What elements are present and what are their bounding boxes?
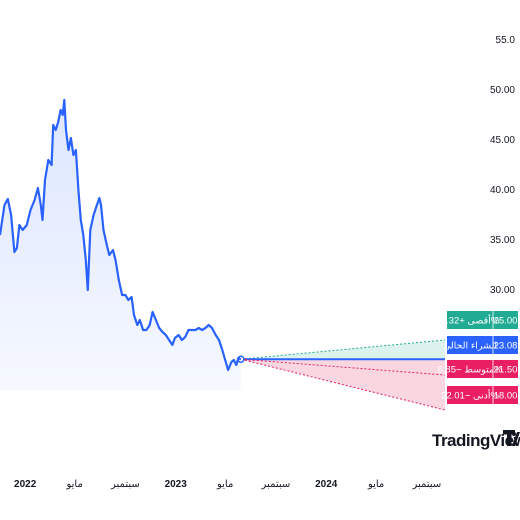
forecast-upside-area bbox=[240, 340, 445, 360]
forecast-tag-value-bg bbox=[493, 336, 518, 354]
forecast-tag-label: متوسط −6.85% bbox=[438, 365, 504, 376]
y-tick-label: 45.00 bbox=[490, 135, 515, 146]
forecast-tag-value-bg bbox=[493, 311, 518, 329]
y-tick-label: 55.0 bbox=[496, 35, 516, 46]
price-area bbox=[0, 100, 241, 390]
forecast-tag-value-bg bbox=[493, 360, 518, 378]
tradingview-logo-text: TradingView bbox=[432, 431, 520, 450]
x-tick-label: 2022 bbox=[14, 479, 37, 490]
forecast-tag-value-bg bbox=[493, 386, 518, 404]
forecast-tag-label: الشراء الحالي bbox=[443, 341, 497, 352]
forecast-tag-label: أقصى +8.32% bbox=[441, 314, 500, 327]
price-line bbox=[0, 98, 242, 372]
forecast-tag-value: 23.08 bbox=[494, 341, 518, 352]
forecast-tag: متوسط −6.85%21.50 bbox=[438, 360, 518, 378]
y-tick-label: 35.00 bbox=[490, 235, 515, 246]
y-axis: 55.0 50.00 45.00 40.00 35.00 30.00 bbox=[490, 35, 515, 296]
forecast-fan-layer bbox=[237, 339, 446, 411]
x-axis: 2022 مايو سبتمبر 2023 مايو سبتمبر 2024 مايو سبتم… bbox=[14, 479, 441, 490]
y-tick-label: 50.00 bbox=[490, 85, 515, 96]
x-tick-label: مايو bbox=[367, 479, 384, 490]
forecast-tag-label-bg bbox=[447, 336, 493, 354]
y-tick-label: 30.00 bbox=[490, 285, 515, 296]
x-tick-label: 2023 bbox=[165, 479, 188, 490]
price-line-layer bbox=[0, 98, 242, 372]
x-tick-label: سبتمبر bbox=[110, 479, 140, 490]
forecast-tag-label: أدنى −22.01% bbox=[441, 389, 499, 402]
y-tick-label: 40.00 bbox=[490, 185, 515, 196]
forecast-tag: أقصى +8.32%25.00 bbox=[441, 311, 518, 329]
forecast-tag-value: 21.50 bbox=[494, 365, 518, 376]
x-tick-label: سبتمبر bbox=[411, 479, 441, 490]
x-tick-label: سبتمبر bbox=[261, 479, 291, 490]
forecast-tag-label-bg bbox=[447, 386, 493, 404]
forecast-tag-value: 18.00 bbox=[494, 391, 518, 402]
price-area-layer bbox=[0, 100, 241, 390]
x-tick-label: 2024 bbox=[315, 479, 338, 490]
forecast-tag-value: 25.00 bbox=[494, 316, 518, 327]
x-tick-label: مايو bbox=[65, 479, 82, 490]
forecast-tag-label-bg bbox=[447, 311, 493, 329]
forecast-tag-label-bg bbox=[447, 360, 493, 378]
forecast-line bbox=[240, 358, 446, 411]
tradingview-logo: TradingView bbox=[432, 430, 520, 450]
forecast-tag: أدنى −22.01%18.00 bbox=[441, 386, 518, 404]
tv-icon bbox=[503, 430, 520, 446]
x-tick-label: مايو bbox=[216, 479, 233, 490]
